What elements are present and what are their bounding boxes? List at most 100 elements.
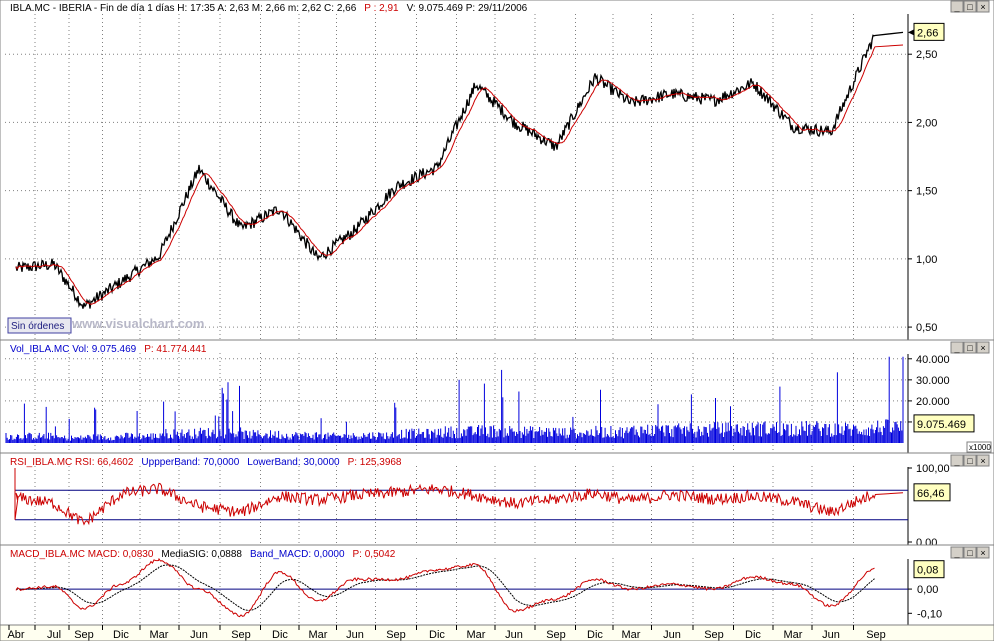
volume-close-button-frame[interactable] (976, 341, 990, 354)
macd-header-item: MACD_IBLA.MC MACD: 0,0830 (10, 549, 154, 560)
rsi-maximize-button-frame[interactable] (963, 454, 977, 467)
x-axis-label: Dic (587, 629, 603, 641)
macd-minimize-button-icon[interactable]: _ (953, 548, 960, 558)
rsi-minimize-button-icon[interactable]: _ (953, 456, 960, 466)
macd-close-button[interactable]: × (976, 546, 990, 559)
volume-tick-label: 20.000 (916, 396, 950, 408)
x-axis-label: Jun (190, 629, 208, 641)
price-maximize-button-frame[interactable] (963, 0, 977, 13)
volume-multiplier: x1000 (969, 443, 991, 452)
rsi-close-button-frame[interactable] (976, 454, 990, 467)
macd-close-button-frame[interactable] (976, 546, 990, 559)
macd-maximize-button-icon[interactable]: □ (967, 548, 973, 558)
price-last-value-marker (908, 29, 914, 36)
price-maximize-button[interactable]: □ (963, 0, 977, 13)
x-axis-label: Jun (822, 629, 840, 641)
x-axis-label: Mar (467, 629, 486, 641)
rsi-line (14, 468, 904, 526)
volume-header-item: P: 41.774.441 (144, 344, 207, 355)
macd-maximize-button[interactable]: □ (963, 546, 977, 559)
volume-close-button[interactable]: × (976, 341, 990, 354)
macd-minimize-button[interactable]: _ (950, 546, 964, 559)
rsi-header-item: UppperBand: 70,0000 (141, 457, 239, 468)
macd-tick-label: 0,00 (917, 584, 938, 596)
macd-maximize-button-frame[interactable] (963, 546, 977, 559)
rsi-header-item: P: 125,3968 (348, 457, 402, 468)
price-minimize-button-icon[interactable]: _ (953, 2, 960, 12)
volume-tick-label: 30.000 (916, 375, 950, 387)
macd-close-button-icon[interactable]: × (980, 548, 985, 558)
rsi-header-item: LowerBand: 30,0000 (247, 457, 340, 468)
price-close-button-icon[interactable]: × (980, 2, 985, 12)
rsi-maximize-button-icon[interactable]: □ (967, 456, 973, 466)
watermark-logo: www.visualchart.com (71, 316, 204, 331)
volume-maximize-button-frame[interactable] (963, 341, 977, 354)
rsi-maximize-button[interactable]: □ (963, 454, 977, 467)
rsi-tick-label: 100,00 (916, 463, 950, 475)
x-axis-label: Sep (704, 629, 724, 641)
x-axis-label: Sep (74, 629, 94, 641)
rsi-minimize-button-frame[interactable] (950, 454, 964, 467)
macd-header-item: MediaSIG: 0,0888 (161, 549, 242, 560)
price-close-button-frame[interactable] (976, 0, 990, 13)
x-axis-label: Jul (47, 629, 61, 641)
x-axis-label: Abr (7, 629, 24, 641)
volume-minimize-button-icon[interactable]: _ (953, 343, 960, 353)
x-axis-label: Jun (663, 629, 681, 641)
x-axis-label: Sep (386, 629, 406, 641)
price-last-value-box (913, 22, 945, 41)
macd-tick-label: -0,10 (917, 608, 942, 620)
rsi-last-value-box (913, 483, 951, 502)
x-axis-label: Dic (745, 629, 761, 641)
price-tick-label: 2,50 (916, 49, 937, 61)
macd-panel-background (0, 544, 994, 626)
price-header-item: IBLA.MC - IBERIA - Fin de día 1 días H: … (10, 3, 357, 14)
volume-bars (5, 356, 904, 443)
x-axis-label: Sep (866, 629, 886, 641)
volume-multiplier-box (966, 441, 992, 453)
price-maximize-button-icon[interactable]: □ (967, 2, 973, 12)
volume-maximize-button-icon[interactable]: □ (967, 343, 973, 353)
volume-last-value: 9.075.469 (917, 419, 966, 431)
status-badge: Sin órdenes (11, 321, 64, 332)
x-axis-label: Jun (505, 629, 523, 641)
x-axis-label: Dic (113, 629, 129, 641)
price-header-item: P : 2,91 (364, 3, 399, 14)
macd-minimize-button-frame[interactable] (950, 546, 964, 559)
x-axis-label: Dic (272, 629, 288, 641)
macd-last-value-box (913, 560, 945, 579)
volume-minimize-button-frame[interactable] (950, 341, 964, 354)
volume-minimize-button[interactable]: _ (950, 341, 964, 354)
volume-panel: Vol_IBLA.MC Vol: 9.075.469 P: 41.774.441 _… (0, 339, 994, 454)
rsi-panel-background (0, 452, 994, 546)
moving-average-line (15, 44, 904, 305)
macd-signal-line (15, 564, 875, 612)
price-tick-label: 1,00 (916, 254, 937, 266)
price-last-value: 2,66 (917, 27, 938, 39)
price-tick-label: 2,00 (916, 117, 937, 129)
macd-last-value: 0,08 (917, 565, 938, 577)
volume-last-value-box (913, 414, 975, 433)
x-axis-label: Mar (150, 629, 169, 641)
volume-close-button-icon[interactable]: × (980, 343, 985, 353)
rsi-close-button[interactable]: × (976, 454, 990, 467)
volume-maximize-button[interactable]: □ (963, 341, 977, 354)
price-minimize-button[interactable]: _ (950, 0, 964, 13)
rsi-header-item: RSI_IBLA.MC RSI: 66,4602 (10, 457, 134, 468)
x-axis-label: Mar (622, 629, 641, 641)
macd-header-item: P: 0,5042 (353, 549, 396, 560)
x-axis: Abr Jul Sep Dic Mar Jun Sep Dic Mar Jun Sep Dic Mar J… (0, 624, 994, 641)
macd-line (15, 557, 875, 618)
x-axis-label: Jun (346, 629, 364, 641)
price-series (15, 31, 904, 309)
volume-tick-label: 40.000 (916, 354, 950, 366)
x-axis-label: Dic (429, 629, 445, 641)
price-header-item: V: 9.075.469 P: 29/11/2006 (407, 3, 528, 14)
price-panel: IBLA.MC - IBERIA - Fin de día 1 días H: … (0, 0, 994, 341)
price-minimize-button-frame[interactable] (950, 0, 964, 13)
rsi-minimize-button[interactable]: _ (950, 454, 964, 467)
rsi-close-button-icon[interactable]: × (980, 456, 985, 466)
price-close-button[interactable]: × (976, 0, 990, 13)
price-tick-label: 0,50 (916, 322, 937, 334)
